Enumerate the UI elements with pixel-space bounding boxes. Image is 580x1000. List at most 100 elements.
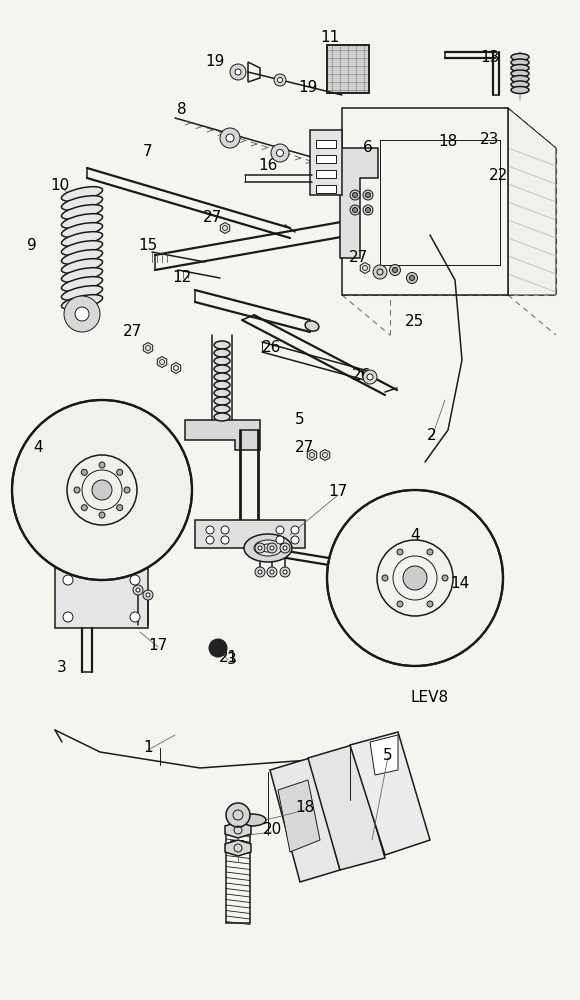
Polygon shape <box>370 735 398 775</box>
Text: 11: 11 <box>320 30 340 45</box>
Text: 23: 23 <box>480 132 500 147</box>
Text: 18: 18 <box>295 800 314 816</box>
Text: 20: 20 <box>262 822 282 838</box>
Text: 21: 21 <box>219 650 238 666</box>
Circle shape <box>130 612 140 622</box>
Circle shape <box>221 536 229 544</box>
Circle shape <box>365 192 371 198</box>
Polygon shape <box>308 745 385 870</box>
Circle shape <box>283 570 287 574</box>
Ellipse shape <box>214 373 230 381</box>
Polygon shape <box>270 758 340 882</box>
Ellipse shape <box>511 70 529 77</box>
Text: 27: 27 <box>349 250 368 265</box>
Ellipse shape <box>511 76 529 83</box>
Circle shape <box>390 264 401 275</box>
Text: 26: 26 <box>352 367 372 382</box>
Ellipse shape <box>61 268 103 282</box>
Circle shape <box>92 480 112 500</box>
Ellipse shape <box>511 87 529 94</box>
Circle shape <box>373 265 387 279</box>
Ellipse shape <box>214 413 230 421</box>
Ellipse shape <box>61 259 103 273</box>
Circle shape <box>283 546 287 550</box>
Circle shape <box>74 487 80 493</box>
Circle shape <box>255 567 265 577</box>
Circle shape <box>277 78 282 83</box>
Circle shape <box>409 275 415 280</box>
Circle shape <box>124 487 130 493</box>
Polygon shape <box>171 362 181 373</box>
Bar <box>316 140 336 148</box>
Text: 1: 1 <box>143 740 153 756</box>
Circle shape <box>280 567 290 577</box>
Circle shape <box>255 543 265 553</box>
Circle shape <box>353 192 357 198</box>
Circle shape <box>64 296 100 332</box>
Polygon shape <box>185 420 260 450</box>
Circle shape <box>397 549 403 555</box>
Circle shape <box>130 575 140 585</box>
Polygon shape <box>157 357 167 367</box>
Circle shape <box>221 526 229 534</box>
Circle shape <box>81 505 88 511</box>
Text: 27: 27 <box>295 440 314 456</box>
Circle shape <box>407 272 418 284</box>
Ellipse shape <box>61 286 103 300</box>
Circle shape <box>258 546 262 550</box>
Circle shape <box>403 566 427 590</box>
Ellipse shape <box>511 81 529 88</box>
Circle shape <box>363 190 373 200</box>
Text: 13: 13 <box>480 50 500 66</box>
Text: 17: 17 <box>328 485 347 499</box>
Text: 27: 27 <box>122 324 142 340</box>
Circle shape <box>291 536 299 544</box>
Bar <box>316 185 336 193</box>
Bar <box>316 155 336 163</box>
Ellipse shape <box>61 214 103 228</box>
Ellipse shape <box>61 187 103 201</box>
Circle shape <box>209 639 227 657</box>
Polygon shape <box>143 342 153 354</box>
Polygon shape <box>195 520 305 548</box>
Ellipse shape <box>61 205 103 219</box>
Circle shape <box>276 526 284 534</box>
Ellipse shape <box>214 397 230 405</box>
Ellipse shape <box>61 295 103 309</box>
Polygon shape <box>342 108 508 295</box>
Polygon shape <box>225 840 251 856</box>
Text: 4: 4 <box>33 440 43 456</box>
Circle shape <box>117 469 123 475</box>
Circle shape <box>291 526 299 534</box>
Circle shape <box>220 128 240 148</box>
Circle shape <box>363 205 373 215</box>
Circle shape <box>277 149 284 156</box>
Text: 26: 26 <box>262 340 282 356</box>
Circle shape <box>133 585 143 595</box>
Circle shape <box>12 400 192 580</box>
Text: 2: 2 <box>427 428 437 442</box>
Text: 25: 25 <box>405 314 425 330</box>
Ellipse shape <box>61 277 103 291</box>
Circle shape <box>235 69 241 75</box>
Circle shape <box>382 575 388 581</box>
Circle shape <box>271 144 289 162</box>
Ellipse shape <box>214 341 230 349</box>
Ellipse shape <box>214 389 230 397</box>
Circle shape <box>258 570 262 574</box>
Circle shape <box>427 601 433 607</box>
Polygon shape <box>225 822 251 838</box>
Polygon shape <box>310 130 342 195</box>
Circle shape <box>63 575 73 585</box>
Text: 12: 12 <box>172 270 191 286</box>
Text: 19: 19 <box>205 54 224 70</box>
Polygon shape <box>350 732 430 855</box>
Circle shape <box>143 590 153 600</box>
Circle shape <box>206 536 214 544</box>
Circle shape <box>206 526 214 534</box>
Text: 18: 18 <box>438 134 458 149</box>
Ellipse shape <box>214 381 230 389</box>
Circle shape <box>363 370 377 384</box>
Text: 15: 15 <box>139 237 158 252</box>
Circle shape <box>230 64 246 80</box>
